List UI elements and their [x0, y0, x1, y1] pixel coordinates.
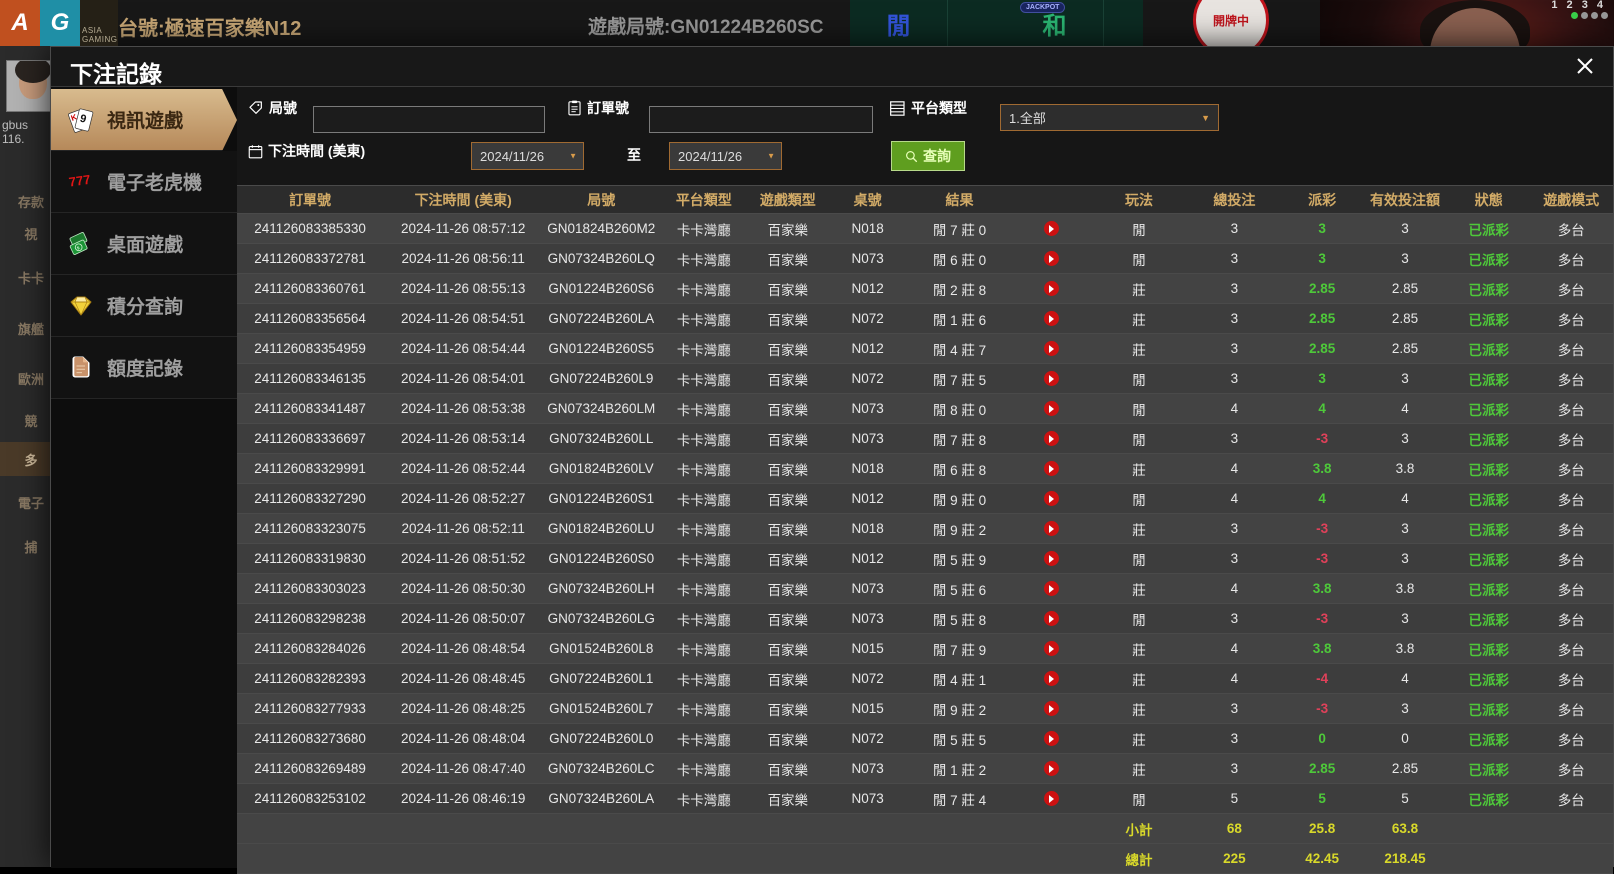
svg-text:777: 777 — [68, 171, 92, 189]
